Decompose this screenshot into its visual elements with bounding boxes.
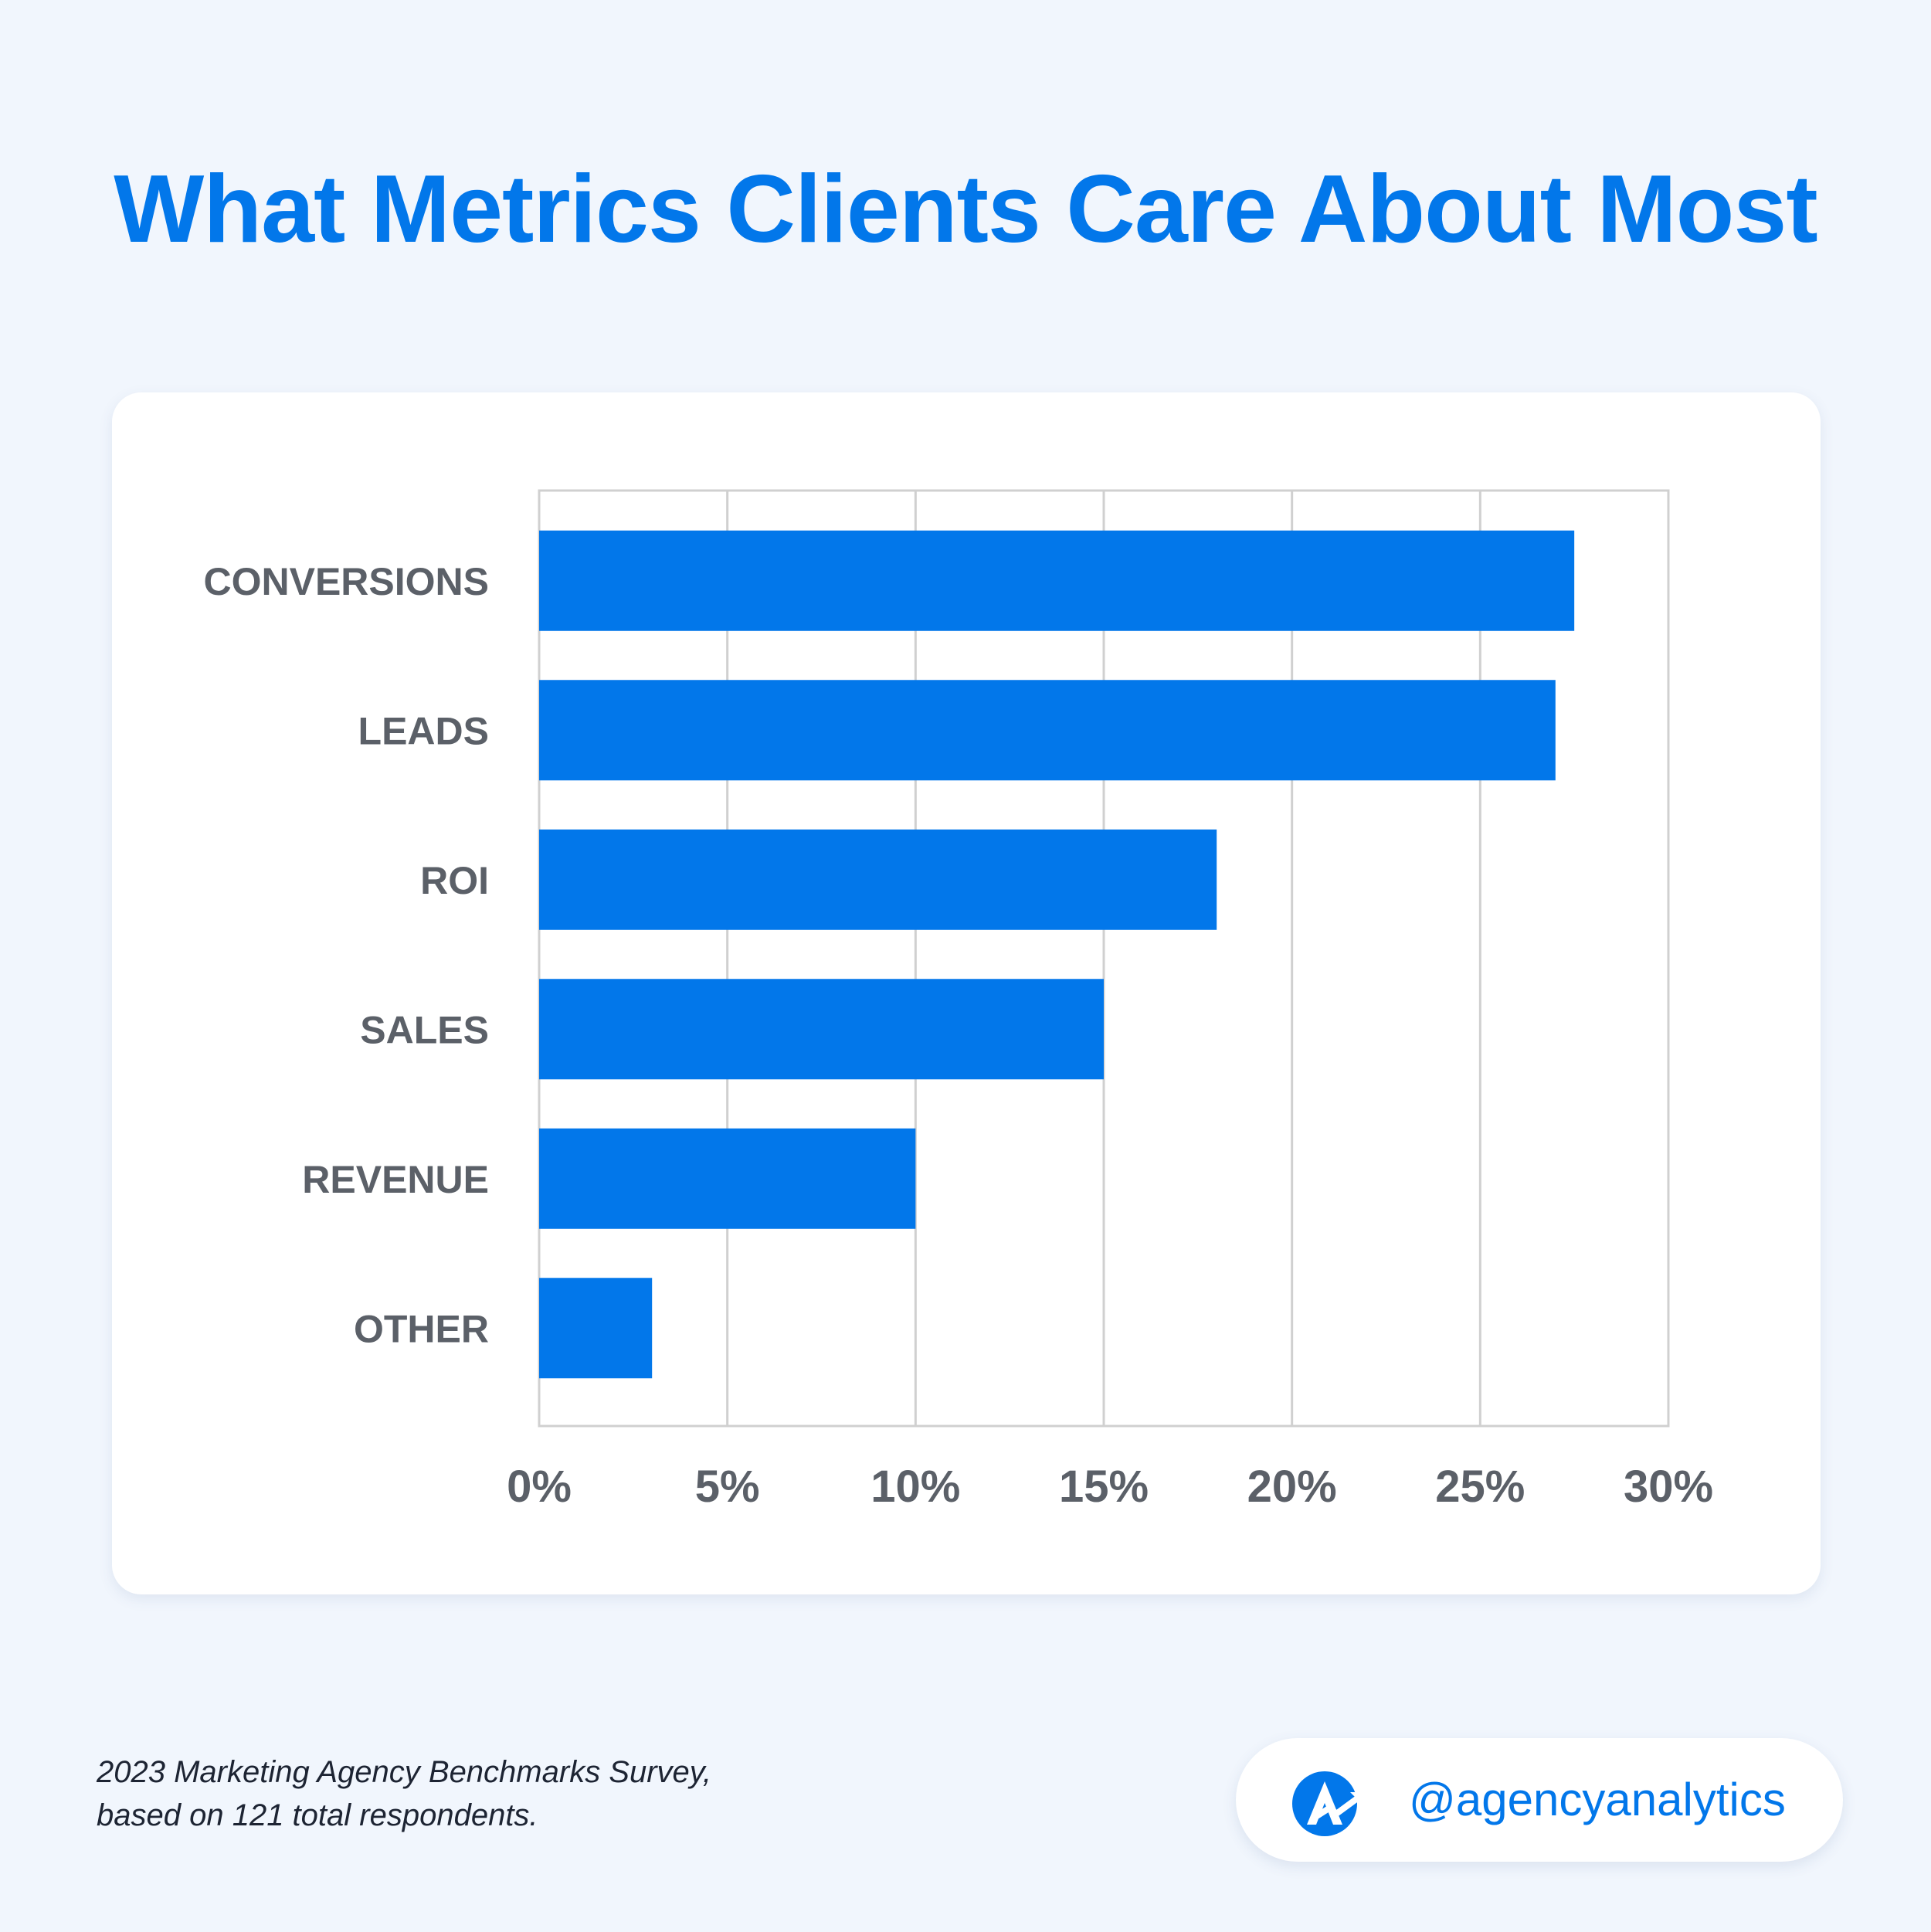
bar-chart: 0% 5% 10% 15% 20% 25% 30% CONVERSIONS LEADS ROI SA… (203, 489, 1713, 1512)
category-label: SALES (360, 1008, 489, 1051)
category-label: ROI (420, 859, 489, 902)
x-tick-label: 30% (1624, 1462, 1713, 1512)
bar-leads (539, 680, 1556, 781)
agencyanalytics-logo-icon (1292, 1771, 1366, 1836)
x-tick-label: 0% (507, 1462, 572, 1512)
chart-title: What Metrics Clients Care About Most (114, 156, 1817, 263)
category-label: OTHER (354, 1307, 489, 1350)
x-tick-label: 25% (1435, 1462, 1525, 1512)
bar-revenue (539, 1128, 916, 1229)
source-footnote: 2023 Marketing Agency Benchmarks Survey,… (97, 1750, 711, 1837)
category-label: LEADS (358, 709, 489, 752)
bar-conversions (539, 530, 1575, 631)
bar-roi (539, 829, 1217, 930)
category-label: REVENUE (302, 1158, 489, 1201)
category-label: CONVERSIONS (203, 560, 489, 603)
x-tick-label: 10% (870, 1462, 960, 1512)
x-tick-label: 15% (1059, 1462, 1149, 1512)
x-tick-label: 5% (695, 1462, 760, 1512)
bar-other (539, 1278, 653, 1379)
social-handle[interactable]: @agencyanalytics (1409, 1774, 1786, 1825)
brand-handle-badge[interactable]: @agencyanalytics (1236, 1738, 1843, 1862)
footnote-line-2: based on 121 total respondents. (97, 1798, 538, 1832)
bar-sales (539, 979, 1104, 1080)
chart-card: 0% 5% 10% 15% 20% 25% 30% CONVERSIONS LEADS ROI SA… (112, 392, 1821, 1594)
footnote-line-1: 2023 Marketing Agency Benchmarks Survey, (97, 1755, 711, 1789)
x-tick-label: 20% (1247, 1462, 1337, 1512)
